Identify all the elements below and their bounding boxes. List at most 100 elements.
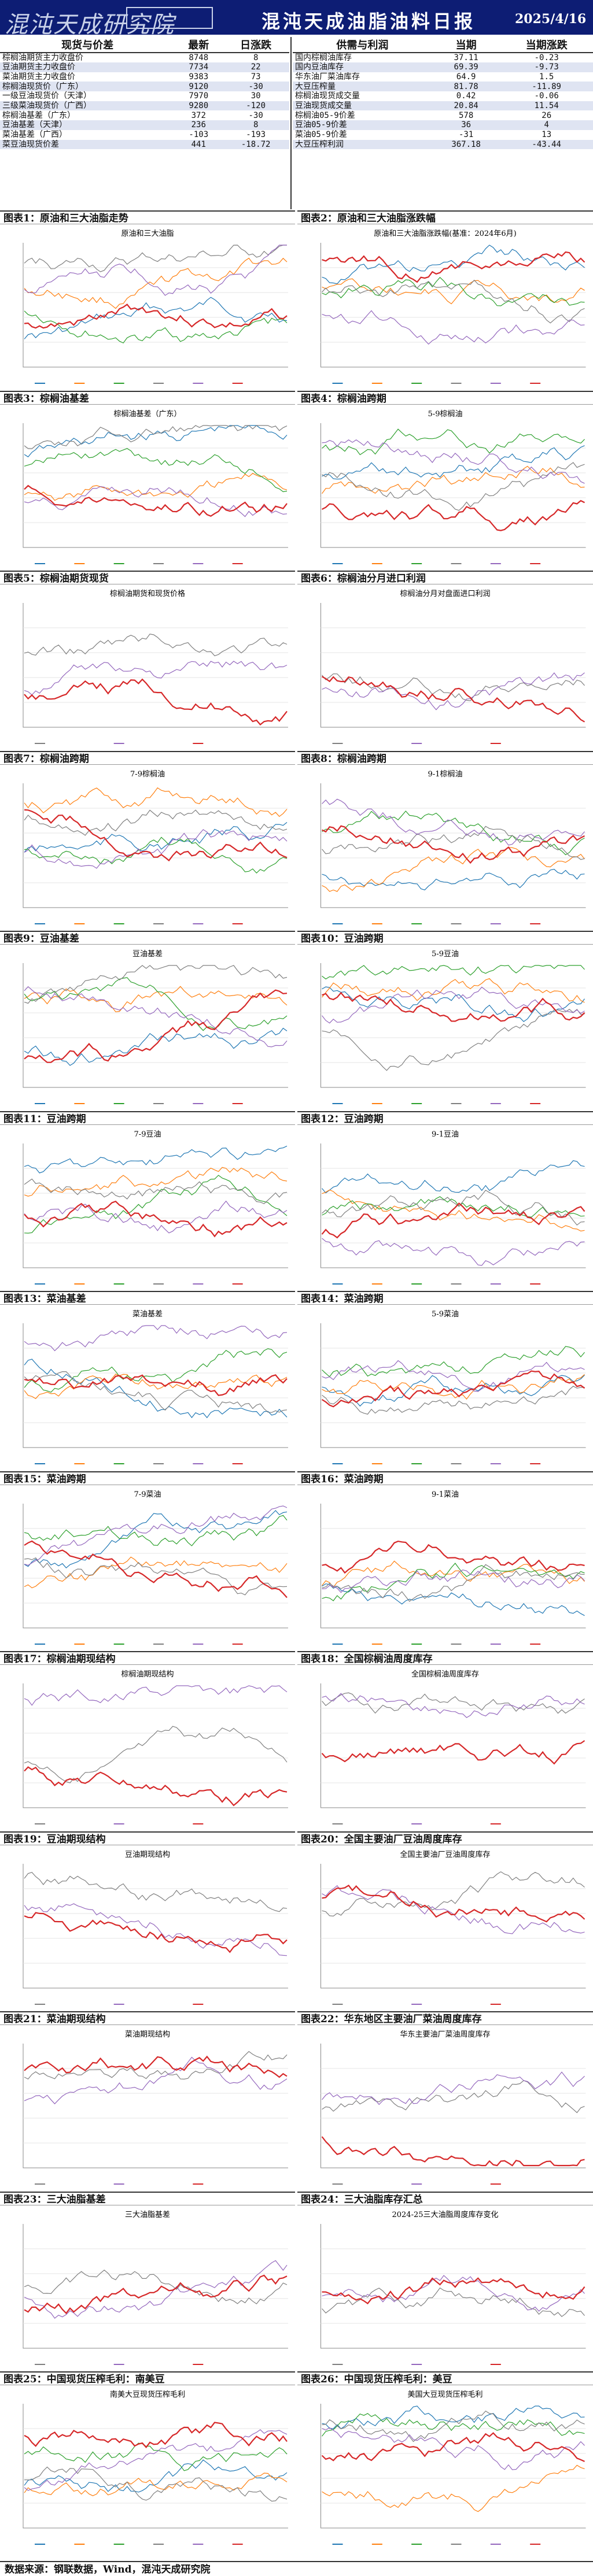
row-label: 棕榈油基差（广东）	[2, 110, 75, 120]
series-line	[24, 1911, 288, 1953]
report-header: 混沌天成研究院 混沌天成油脂油料日报 2025/4/16	[0, 0, 593, 38]
chart-svg: 棕榈油期货和现货价格	[23, 589, 288, 744]
chart-panel: 棕榈油基差（广东）	[0, 405, 295, 571]
row-label: 豆油基差（天津）	[0, 120, 175, 130]
data-source-footer: 数据来源：钢联数据，Wind，混沌天成研究院	[0, 2561, 593, 2576]
chart-panel: 原油和三大油脂涨跌幅(基准：2024年6月)	[297, 225, 593, 390]
chart-svg: 5-9菜油	[321, 1310, 586, 1464]
row-label: 菜油05-9价差	[295, 130, 347, 140]
series-line	[322, 465, 585, 494]
figure-title: 图表14：菜油跨期	[297, 1291, 593, 1305]
chart-svg: 三大油脂基差	[23, 2211, 288, 2365]
chart-svg: 7-9菜油	[23, 1490, 288, 1645]
chart-panel: 棕榈油期货和现货价格	[0, 586, 295, 750]
chart-axes	[23, 1323, 288, 1448]
panel-title: 菜油期现结构	[125, 2030, 170, 2039]
chart-svg: 9-1棕榈油	[321, 770, 586, 924]
table-row: 大豆压榨利润 367.18 -43.44	[293, 139, 593, 150]
row-value: 7970	[189, 91, 209, 101]
table-row: 棕榈油现货成交量 0.42 -0.06	[293, 91, 593, 101]
row-label: 棕榈油05-9价差	[295, 110, 355, 120]
panel-title: 原油和三大油脂	[121, 230, 174, 238]
series-line	[24, 837, 288, 874]
company-logo: 混沌天成研究院	[3, 5, 213, 38]
chart-panel: 5-9豆油	[297, 946, 593, 1111]
chart-axes	[23, 1503, 288, 1628]
series-line	[322, 1871, 585, 1916]
series-line	[24, 661, 288, 695]
series-line	[322, 1196, 585, 1217]
chart-svg: 豆油期现结构	[23, 1850, 288, 2005]
chart-axes	[23, 2044, 288, 2168]
chart-svg: 棕榈油期现结构	[23, 1670, 288, 1824]
series-line	[24, 1348, 288, 1393]
row-value: -31	[458, 130, 474, 140]
series-line	[24, 986, 288, 1012]
series-line	[322, 1540, 585, 1574]
row-value: 73	[251, 72, 261, 82]
series-line	[322, 978, 585, 1003]
figure-title: 图表9：豆油基差	[0, 931, 295, 945]
table-divider	[290, 37, 292, 209]
chart-svg: 全国主要油厂豆油周度库存	[321, 1850, 586, 2005]
row-label: 国内棕榈油库存	[295, 53, 352, 62]
series-line	[322, 1583, 585, 1616]
series-line	[24, 828, 288, 869]
chart-axes	[23, 1683, 288, 1808]
chart-svg: 华东主要油厂菜油周度库存	[321, 2030, 586, 2185]
row-value: -9.73	[500, 62, 593, 72]
col-header-latest: 最新	[175, 37, 223, 53]
col-header-current: 当期	[432, 37, 500, 53]
figure-title: 图表2：原油和三大油脂涨跌幅	[297, 210, 593, 224]
series-line	[24, 1685, 288, 1706]
row-value: 36	[432, 120, 500, 130]
panel-title: 棕榈油分月对盘面进口利润	[400, 589, 490, 598]
series-line	[322, 1189, 585, 1231]
row-value: 1.5	[539, 72, 554, 82]
series-line	[321, 1740, 585, 1765]
series-line	[321, 499, 585, 531]
series-line	[24, 2051, 288, 2080]
row-value: 20.84	[432, 101, 500, 111]
series-line	[24, 1200, 288, 1234]
series-line	[322, 277, 585, 306]
series-line	[24, 1726, 288, 1783]
figure-title: 图表1：原油和三大油脂走势	[0, 210, 295, 224]
table-row: 大豆压榨量 81.78 -11.89	[293, 82, 593, 92]
chart-svg: 5-9豆油	[321, 950, 586, 1104]
row-label: 棕榈油现货成交量	[295, 91, 360, 101]
series-line	[322, 1009, 585, 1071]
row-value: 30	[251, 91, 261, 101]
table-row: 菜豆油现货价差 441 -18.72	[0, 139, 289, 150]
series-line	[24, 809, 288, 836]
series-line	[322, 439, 585, 484]
series-line	[24, 1200, 288, 1238]
supply-profit-table: 供需与利润 当期 当期涨跌 国内棕榈油库存 37.11 -0.23 国内豆油库存 69.…	[293, 37, 593, 150]
row-label: 菜豆油现货价差	[0, 139, 175, 150]
series-line	[24, 257, 288, 309]
figure-title: 图表11：豆油跨期	[0, 1111, 295, 1125]
series-line	[24, 1374, 288, 1396]
series-line	[322, 965, 585, 980]
series-line	[24, 297, 288, 339]
figure-title: 图表21：菜油期现结构	[0, 2011, 295, 2025]
row-value: 9280	[175, 101, 223, 111]
series-line	[322, 1374, 585, 1400]
panel-title: 南美大豆现货压榨毛利	[110, 2390, 185, 2399]
chart-panel: 三大油脂基差	[0, 2206, 295, 2371]
table-row: 豆油05-9价差 36 4	[293, 120, 593, 130]
logo-frame	[126, 7, 213, 29]
col-header-item: 现货与价差	[0, 37, 175, 53]
chart-panel: 7-9豆油	[0, 1126, 295, 1291]
row-value: 9383	[189, 72, 209, 82]
chart-panel: 豆油期现结构	[0, 1846, 295, 2011]
series-line	[322, 1189, 585, 1226]
panel-title: 7-9豆油	[134, 1130, 161, 1139]
panel-title: 三大油脂基差	[125, 2211, 170, 2219]
col-header-change: 当期涨跌	[500, 37, 593, 53]
series-line	[24, 1509, 288, 1568]
chart-svg: 菜油期现结构	[23, 2030, 288, 2185]
series-line	[322, 1560, 585, 1588]
chart-panel: 7-9棕榈油	[0, 765, 295, 931]
chart-panel: 菜油期现结构	[0, 2026, 295, 2191]
